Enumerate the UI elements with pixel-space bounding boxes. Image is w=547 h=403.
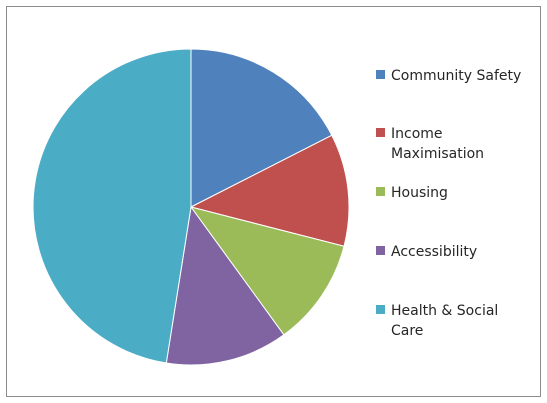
pie-slice-2 xyxy=(189,206,345,336)
pie-slice-4 xyxy=(32,48,192,364)
chart-area: Community Safety Income Maximisation Housin… xyxy=(6,6,541,397)
pie-chart: Community Safety Income Maximisation Housin… xyxy=(32,48,521,366)
legend-label-3-line-0: Accessibility xyxy=(391,244,477,260)
legend-label-2-line-0: Housing xyxy=(391,185,448,201)
pie-slice-3 xyxy=(165,205,285,366)
pie-slice-1 xyxy=(189,134,350,247)
legend-swatch-4 xyxy=(376,305,385,314)
legend-swatch-1 xyxy=(376,128,385,137)
legend: Community Safety Income Maximisation Housin… xyxy=(376,68,521,339)
pie-slice-0 xyxy=(190,48,333,208)
legend-label-0-line-0: Community Safety xyxy=(391,68,521,84)
legend-swatch-0 xyxy=(376,70,385,79)
legend-label-1-line-0: Income xyxy=(391,126,443,142)
pie-slices xyxy=(32,48,350,366)
legend-label-4-line-0: Health & Social xyxy=(391,303,498,319)
legend-label-4-line-1: Care xyxy=(391,323,423,339)
legend-swatch-3 xyxy=(376,246,385,255)
legend-swatch-2 xyxy=(376,187,385,196)
legend-label-1-line-1: Maximisation xyxy=(391,146,484,162)
